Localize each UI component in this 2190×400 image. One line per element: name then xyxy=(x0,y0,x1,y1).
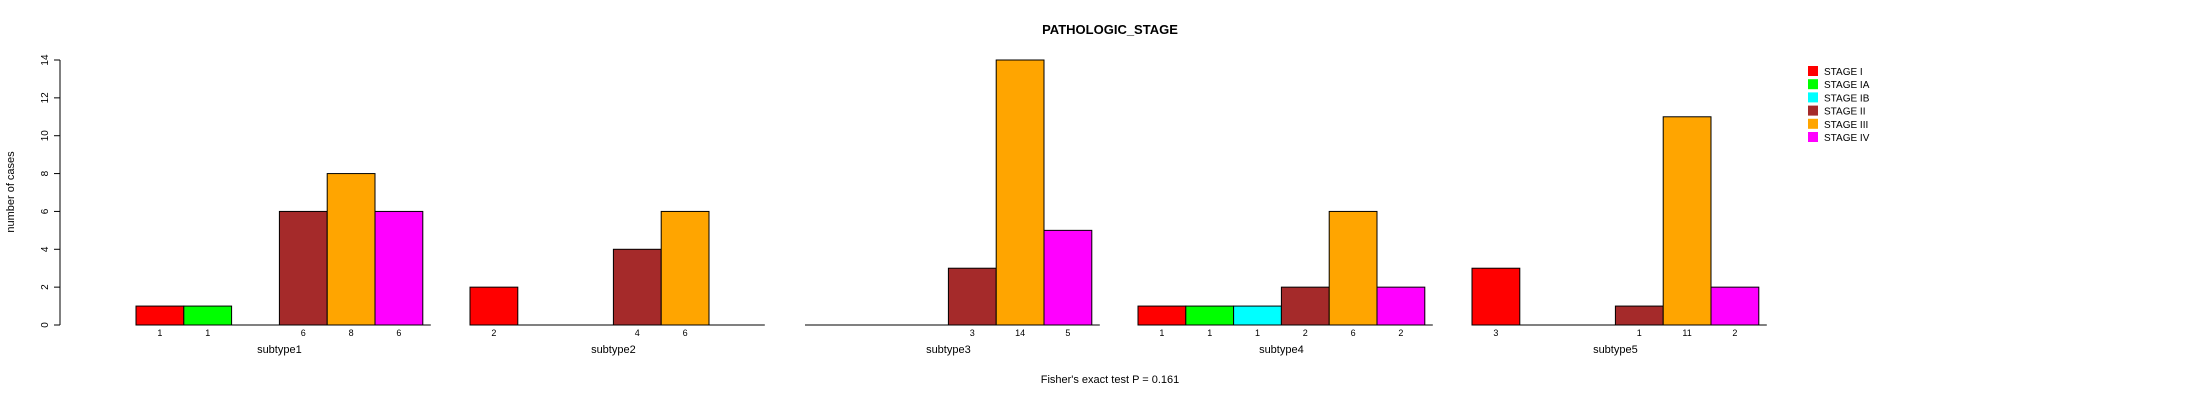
y-tick-label: 2 xyxy=(40,284,51,290)
bar-subtype1-stage-ii xyxy=(278,210,328,326)
legend-label: STAGE III xyxy=(1824,120,1868,131)
bar-subtype3-stage-iv xyxy=(1043,229,1093,326)
bar-count-label: 4 xyxy=(635,328,640,338)
legend-label: STAGE II xyxy=(1824,107,1866,118)
bar-count-label: 8 xyxy=(349,328,354,338)
bar-subtype1-stage-iv xyxy=(374,210,424,326)
bar-subtype1-stage-i xyxy=(135,305,185,326)
bar-count-label: 1 xyxy=(1159,328,1164,338)
category-label-subtype2: subtype2 xyxy=(591,344,636,356)
y-axis-label: number of cases xyxy=(5,151,17,233)
legend-swatch-stage-ib xyxy=(1808,92,1818,103)
legend-label: STAGE IA xyxy=(1824,80,1870,91)
bar-count-label: 1 xyxy=(1637,328,1642,338)
bar-subtype4-stage-ia xyxy=(1185,305,1235,326)
y-tick-label: 0 xyxy=(40,322,51,328)
y-tick-label: 4 xyxy=(40,246,51,252)
legend-swatch-stage-i xyxy=(1808,66,1818,76)
bar-count-label: 1 xyxy=(205,328,210,338)
bar-count-label: 2 xyxy=(1303,328,1308,338)
y-tick-label: 14 xyxy=(40,54,51,66)
bar-count-label: 1 xyxy=(157,328,162,338)
y-tick-label: 6 xyxy=(40,208,51,214)
bar-count-label: 14 xyxy=(1015,328,1025,338)
bar-count-label: 6 xyxy=(301,328,306,338)
bar-count-label: 1 xyxy=(1255,328,1260,338)
category-label-subtype5: subtype5 xyxy=(1593,344,1638,356)
bar-subtype3-stage-ii xyxy=(947,267,997,326)
y-tick-label: 8 xyxy=(40,170,51,176)
legend-swatch-stage-ia xyxy=(1808,79,1818,90)
chart-title: PATHOLOGIC_STAGE xyxy=(1042,22,1178,37)
bar-subtype1-stage-ia xyxy=(183,305,233,326)
legend-swatch-stage-iv xyxy=(1808,132,1818,142)
bar-count-label: 6 xyxy=(683,328,688,338)
bar-subtype4-stage-ib xyxy=(1233,305,1282,326)
legend-label: STAGE IV xyxy=(1824,133,1870,144)
bar-count-label: 1 xyxy=(1207,328,1212,338)
bar-subtype2-stage-i xyxy=(469,286,519,326)
fisher-test-label: Fisher's exact test P = 0.161 xyxy=(1041,374,1180,386)
y-tick-label: 10 xyxy=(40,130,51,142)
category-label-subtype4: subtype4 xyxy=(1259,344,1304,356)
category-label-subtype3: subtype3 xyxy=(926,344,971,356)
bar-count-label: 2 xyxy=(1732,328,1737,338)
bar-subtype5-stage-iv xyxy=(1710,286,1760,326)
legend: STAGE I STAGE IA STAGE IB STAGE II STAGE III… xyxy=(1808,66,1870,144)
bar-count-label: 11 xyxy=(1682,328,1691,338)
bar-count-label: 6 xyxy=(396,328,401,338)
bar-count-label: 2 xyxy=(491,328,496,338)
bar-count-label: 5 xyxy=(1065,328,1070,338)
bar-subtype2-stage-ii xyxy=(612,248,662,326)
bar-subtype5-stage-i xyxy=(1471,267,1521,326)
y-tick-label: 12 xyxy=(40,92,51,104)
bar-subtype5-stage-ii xyxy=(1614,305,1664,326)
bar-subtype4-stage-i xyxy=(1137,305,1187,326)
legend-swatch-stage-iii xyxy=(1808,118,1818,129)
bar-count-label: 6 xyxy=(1351,328,1356,338)
bar-count-label: 2 xyxy=(1398,328,1403,338)
bar-subtype4-stage-ii xyxy=(1280,286,1330,326)
legend-label: STAGE I xyxy=(1824,67,1863,78)
legend-swatch-stage-ii xyxy=(1808,105,1818,116)
bar-subtype3-stage-iii xyxy=(995,59,1045,326)
bar-subtype2-stage-iii xyxy=(660,210,710,326)
category-label-subtype1: subtype1 xyxy=(257,344,302,356)
y-axis: 0 2 4 6 8 10 12 14 xyxy=(40,54,61,328)
bar-subtype4-stage-iv xyxy=(1376,286,1426,326)
bar-subtype5-stage-iii xyxy=(1662,116,1712,326)
bar-subtype1-stage-iii xyxy=(326,173,376,326)
bar-count-label: 3 xyxy=(1493,328,1498,338)
legend-label: STAGE IB xyxy=(1824,93,1870,104)
bar-subtype4-stage-iii xyxy=(1328,210,1378,326)
bar-count-label: 3 xyxy=(970,328,975,338)
